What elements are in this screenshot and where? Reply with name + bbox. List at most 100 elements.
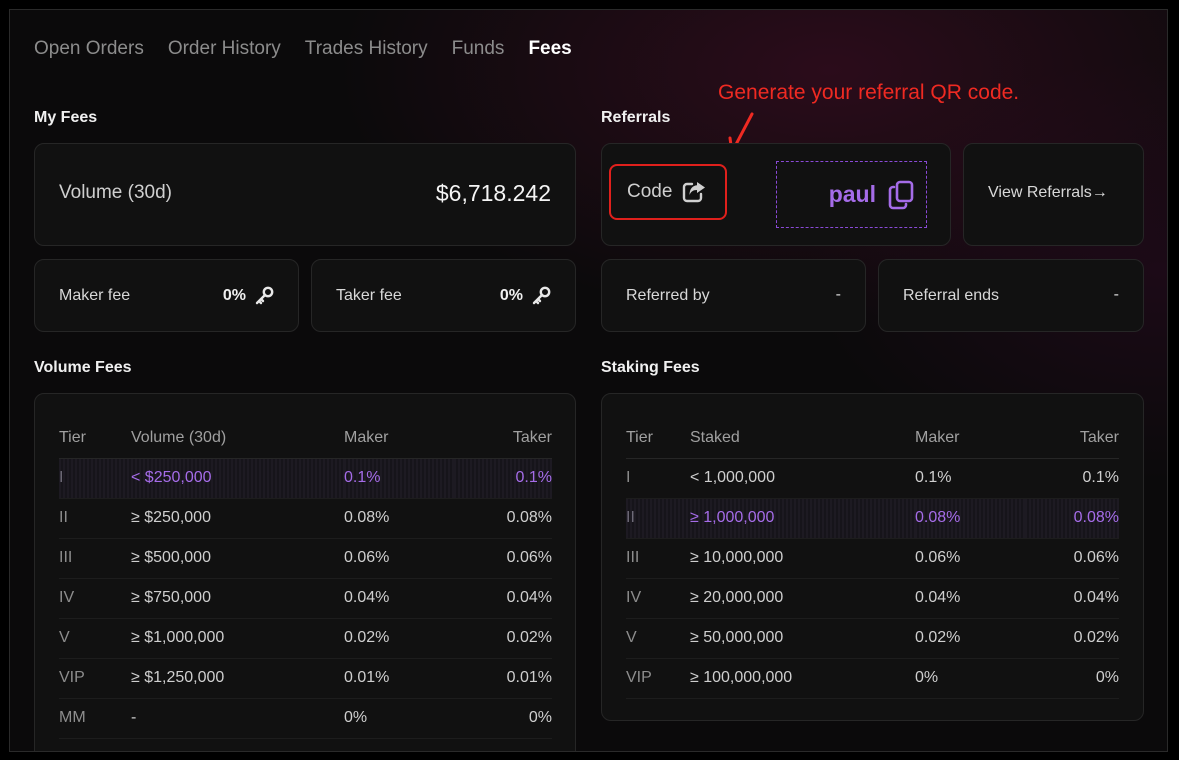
key-icon <box>532 286 551 305</box>
volume-fees-card: Tier Volume (30d) Maker Taker I < $250,00… <box>34 393 576 751</box>
tier-cell: IV <box>59 578 131 619</box>
range-cell: ≥ $500,000 <box>131 538 344 579</box>
tier-cell: III <box>59 538 131 579</box>
maker-cell: 0.06% <box>915 538 1025 579</box>
tab-fees[interactable]: Fees <box>528 38 572 59</box>
copy-icon[interactable] <box>888 180 914 210</box>
range-cell: ≥ 10,000,000 <box>690 538 915 579</box>
maker-cell: 0% <box>915 658 1025 699</box>
column-header: Tier <box>59 418 131 459</box>
volume-fees-table: Tier Volume (30d) Maker Taker I < $250,00… <box>59 418 552 739</box>
volume-value: $6,718.242 <box>435 180 551 206</box>
arrow-right-icon: → <box>1091 184 1108 201</box>
maker-fee-card: Maker fee 0% <box>34 259 299 332</box>
tier-cell: IV <box>626 578 690 619</box>
table-row: III ≥ $500,000 0.06% 0.06% <box>59 538 552 579</box>
taker-cell: 0.08% <box>1025 498 1119 539</box>
range-cell: ≥ 100,000,000 <box>690 658 915 699</box>
referral-ends-label: Referral ends <box>903 287 1000 304</box>
range-cell: ≥ 20,000,000 <box>690 578 915 619</box>
column-header: Maker <box>344 418 454 459</box>
column-header: Staked <box>690 418 915 459</box>
tier-cell: I <box>59 458 131 499</box>
tab-funds[interactable]: Funds <box>451 38 505 59</box>
table-row: VIP ≥ 100,000,000 0% 0% <box>626 658 1119 699</box>
taker-cell: 0.01% <box>454 658 552 699</box>
maker-fee-label: Maker fee <box>59 287 131 304</box>
range-cell: ≥ $250,000 <box>131 498 344 539</box>
table-row: II ≥ $250,000 0.08% 0.08% <box>59 498 552 539</box>
view-referrals-label: View Referrals <box>988 184 1092 201</box>
maker-cell: 0.1% <box>344 458 454 499</box>
range-cell: < 1,000,000 <box>690 458 915 499</box>
maker-cell: 0.01% <box>344 658 454 699</box>
table-row: VIP ≥ $1,250,000 0.01% 0.01% <box>59 658 552 699</box>
taker-cell: 0.1% <box>1025 458 1119 499</box>
staking-fees-table: Tier Staked Maker Taker I < 1,000,000 0.1%… <box>626 418 1119 699</box>
referral-ends-card: Referral ends - <box>878 259 1144 332</box>
staking-fees-title: Staking Fees <box>601 359 700 376</box>
taker-fee-card: Taker fee 0% <box>311 259 576 332</box>
referrals-title: Referrals <box>601 109 671 126</box>
taker-cell: 0.04% <box>454 578 552 619</box>
volume-card: Volume (30d) $6,718.242 <box>34 143 576 246</box>
referral-code-card: Code paul <box>601 143 951 246</box>
tier-cell: II <box>59 498 131 539</box>
tier-cell: V <box>626 618 690 659</box>
range-cell: ≥ $1,000,000 <box>131 618 344 659</box>
table-row: V ≥ 50,000,000 0.02% 0.02% <box>626 618 1119 659</box>
taker-cell: 0.02% <box>1025 618 1119 659</box>
column-header: Maker <box>915 418 1025 459</box>
referral-code-display: paul <box>776 161 927 228</box>
tier-cell: VIP <box>626 658 690 699</box>
taker-cell: 0.06% <box>454 538 552 579</box>
annotation-text: Generate your referral QR code. <box>718 81 1020 104</box>
tier-cell: VIP <box>59 658 131 699</box>
view-referrals-card[interactable]: View Referrals→ <box>963 143 1144 246</box>
column-header: Taker <box>454 418 552 459</box>
range-cell: - <box>131 698 344 739</box>
column-header: Volume (30d) <box>131 418 344 459</box>
tier-cell: MM <box>59 698 131 739</box>
referred-by-card: Referred by - <box>601 259 866 332</box>
table-row: MM -0% 0% <box>59 698 552 739</box>
maker-cell: 0% <box>344 698 454 739</box>
range-cell: < $250,000 <box>131 458 344 499</box>
range-cell: ≥ $1,250,000 <box>131 658 344 699</box>
referral-code-value: paul <box>828 181 876 207</box>
column-header: Taker <box>1025 418 1119 459</box>
taker-cell: 0.04% <box>1025 578 1119 619</box>
code-label: Code <box>627 181 673 202</box>
tab-trades-history[interactable]: Trades History <box>304 38 428 59</box>
maker-fee-value: 0% <box>222 287 246 304</box>
range-cell: ≥ 50,000,000 <box>690 618 915 659</box>
staking-fees-card: Tier Staked Maker Taker I < 1,000,000 0.1%… <box>601 393 1144 721</box>
generate-qr-code-button[interactable]: Code <box>609 164 727 220</box>
tab-open-orders[interactable]: Open Orders <box>34 38 144 59</box>
taker-cell: 0.08% <box>454 498 552 539</box>
tab-bar: Open Orders Order History Trades History Fu… <box>34 38 572 60</box>
taker-cell: 0% <box>1025 658 1119 699</box>
table-row: V ≥ $1,000,000 0.02% 0.02% <box>59 618 552 659</box>
maker-cell: 0.06% <box>344 538 454 579</box>
volume-fees-title: Volume Fees <box>34 359 132 376</box>
maker-cell: 0.08% <box>915 498 1025 539</box>
referred-by-value: - <box>835 286 841 303</box>
key-icon <box>255 286 274 305</box>
my-fees-title: My Fees <box>34 109 98 126</box>
referral-ends-value: - <box>1113 286 1119 303</box>
fees-panel: Open Orders Order History Trades History Fu… <box>9 9 1168 752</box>
tab-order-history[interactable]: Order History <box>167 38 281 59</box>
taker-cell: 0.02% <box>454 618 552 659</box>
tier-cell: I <box>626 458 690 499</box>
maker-cell: 0.04% <box>915 578 1025 619</box>
maker-cell: 0.02% <box>915 618 1025 659</box>
taker-fee-label: Taker fee <box>336 287 402 304</box>
range-cell: ≥ $750,000 <box>131 578 344 619</box>
maker-cell: 0.08% <box>344 498 454 539</box>
volume-label: Volume (30d) <box>59 182 173 203</box>
tier-cell: V <box>59 618 131 659</box>
table-row: II ≥ 1,000,000 0.08% 0.08% <box>626 498 1119 539</box>
column-header: Tier <box>626 418 690 459</box>
maker-cell: 0.04% <box>344 578 454 619</box>
